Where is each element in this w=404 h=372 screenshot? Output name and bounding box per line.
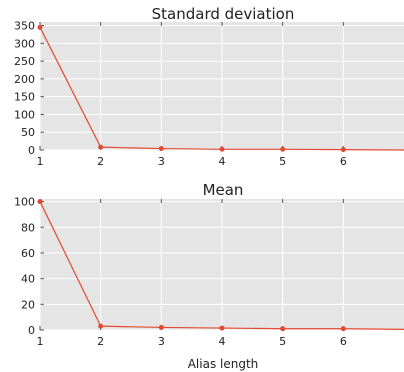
std-title: Standard deviation bbox=[152, 5, 295, 23]
std-y-tick-label: 300 bbox=[14, 37, 35, 50]
std-panel: 0 50 100 150 200 250 300 350 1 2 3 4 5 6 Standard devi… bbox=[14, 5, 404, 168]
x-axis-label: Alias length bbox=[188, 357, 259, 371]
mean-x-tick-label: 2 bbox=[97, 335, 104, 348]
std-data-point bbox=[37, 24, 43, 30]
std-x-tick-label: 2 bbox=[97, 155, 104, 168]
mean-y-tick-label: 80 bbox=[21, 221, 35, 234]
std-data-point bbox=[98, 144, 104, 150]
std-data-point bbox=[340, 147, 346, 153]
mean-data-point bbox=[340, 326, 346, 332]
mean-data-point bbox=[98, 323, 104, 329]
std-y-tick-label: 100 bbox=[14, 108, 35, 121]
std-x-tick-label: 4 bbox=[219, 155, 226, 168]
mean-panel: 0 20 40 60 80 100 1 2 3 4 5 6 Mean Alias length bbox=[14, 181, 404, 371]
mean-y-tick-label: 40 bbox=[21, 273, 35, 286]
mean-y-tick-label: 20 bbox=[21, 298, 35, 311]
mean-y-tick-label: 60 bbox=[21, 247, 35, 260]
std-y-tick-label: 350 bbox=[14, 20, 35, 33]
std-data-point bbox=[219, 146, 225, 152]
std-y-tick-label: 150 bbox=[14, 91, 35, 104]
mean-title: Mean bbox=[203, 181, 244, 199]
mean-y-tick-label: 100 bbox=[14, 196, 35, 209]
std-y-tick-label: 250 bbox=[14, 55, 35, 68]
std-data-point bbox=[158, 146, 164, 152]
mean-x-tick-label: 4 bbox=[219, 335, 226, 348]
std-x-tick-label: 1 bbox=[37, 155, 44, 168]
mean-x-tick-label: 6 bbox=[340, 335, 347, 348]
std-data-point bbox=[280, 146, 286, 152]
mean-x-tick-label: 3 bbox=[158, 335, 165, 348]
mean-y-tick-label: 0 bbox=[28, 324, 35, 337]
mean-data-point bbox=[37, 199, 43, 205]
std-x-tick-label: 6 bbox=[340, 155, 347, 168]
mean-x-tick-label: 5 bbox=[279, 335, 286, 348]
mean-data-point bbox=[219, 325, 225, 331]
std-y-tick-label: 0 bbox=[28, 144, 35, 157]
mean-x-tick-label: 1 bbox=[37, 335, 44, 348]
mean-data-point bbox=[158, 324, 164, 330]
std-x-tick-label: 3 bbox=[158, 155, 165, 168]
mean-data-point bbox=[280, 326, 286, 332]
std-y-tick-label: 200 bbox=[14, 73, 35, 86]
std-x-tick-label: 5 bbox=[279, 155, 286, 168]
std-y-tick-label: 50 bbox=[21, 126, 35, 139]
